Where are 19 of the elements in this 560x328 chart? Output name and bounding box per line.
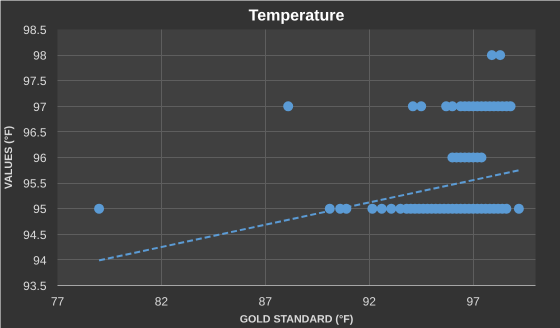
chart-title: Temperature — [248, 8, 344, 24]
y-tick-label: 96.5 — [23, 125, 47, 140]
x-tick-label: 77 — [50, 294, 64, 308]
y-tick-label: 95.5 — [23, 176, 47, 191]
y-tick-label: 94.5 — [23, 228, 47, 242]
x-tick-label: 87 — [258, 294, 272, 308]
y-tick-label: 93.5 — [23, 279, 47, 293]
x-axis-title: GOLD STANDARD (°F) — [240, 314, 354, 326]
y-tick-label: 95 — [33, 202, 47, 216]
y-tick-label: 98.5 — [23, 23, 47, 37]
y-tick-label: 97.5 — [23, 74, 47, 88]
y-tick-label: 97 — [33, 100, 47, 114]
y-tick-label: 94 — [33, 253, 47, 268]
x-tick-label: 82 — [154, 294, 168, 308]
x-tick-label: 97 — [466, 294, 480, 308]
y-tick-label: 96 — [33, 151, 47, 165]
x-tick-label: 92 — [362, 294, 376, 308]
y-axis-title: VALUES (°F) — [3, 125, 16, 190]
y-tick-label: 98 — [33, 48, 47, 63]
